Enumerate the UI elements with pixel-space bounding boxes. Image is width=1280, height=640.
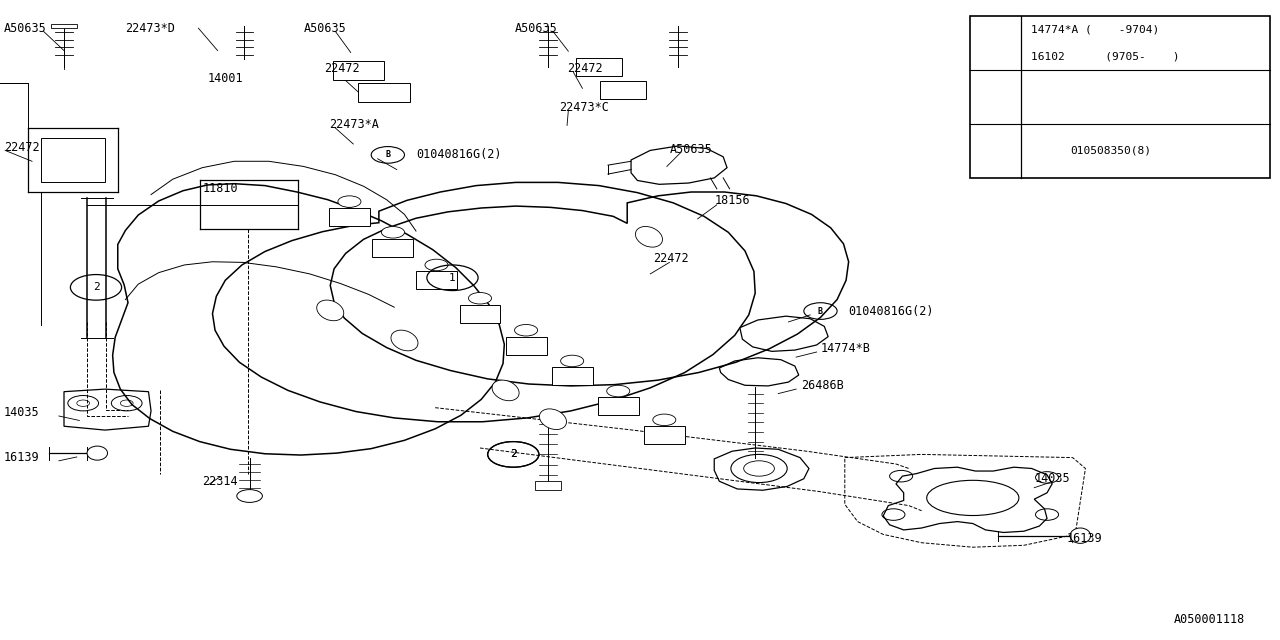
Text: 01040816G(2): 01040816G(2)	[416, 148, 502, 161]
Text: A50635: A50635	[669, 143, 712, 156]
Text: 22472: 22472	[653, 252, 689, 265]
Bar	[372, 239, 413, 257]
Bar	[506, 337, 547, 355]
Text: 010508350(8): 010508350(8)	[1070, 146, 1151, 156]
Circle shape	[425, 259, 448, 271]
Circle shape	[607, 385, 630, 397]
Text: 22473*C: 22473*C	[559, 101, 609, 114]
Text: 22472: 22472	[4, 141, 40, 154]
Text: 26486B: 26486B	[801, 379, 844, 392]
Text: 2: 2	[509, 449, 517, 460]
Circle shape	[237, 490, 262, 502]
Ellipse shape	[390, 330, 419, 351]
Ellipse shape	[1070, 528, 1091, 543]
Text: 01040816G(2): 01040816G(2)	[849, 305, 934, 317]
Text: 11810: 11810	[202, 182, 238, 195]
Text: 1: 1	[992, 38, 998, 48]
Text: B: B	[1042, 147, 1047, 156]
Ellipse shape	[87, 446, 108, 460]
Text: B: B	[385, 150, 390, 159]
Circle shape	[653, 414, 676, 426]
Ellipse shape	[492, 380, 520, 401]
Circle shape	[515, 324, 538, 336]
Ellipse shape	[316, 300, 344, 321]
Bar	[51, 24, 77, 28]
Text: 18156: 18156	[714, 195, 750, 207]
Text: 2: 2	[992, 146, 998, 156]
Text: 14774*B: 14774*B	[820, 342, 870, 355]
Text: 22473*A: 22473*A	[329, 118, 379, 131]
Text: 22472: 22472	[324, 62, 360, 75]
Text: 22314: 22314	[202, 475, 238, 488]
Text: 22473*D: 22473*D	[125, 22, 175, 35]
Text: A050001118: A050001118	[1174, 613, 1245, 626]
Circle shape	[381, 227, 404, 238]
Text: A50635: A50635	[303, 22, 346, 35]
Ellipse shape	[539, 409, 567, 429]
Bar	[598, 397, 639, 415]
Ellipse shape	[635, 227, 663, 247]
Bar	[416, 271, 457, 289]
Bar	[552, 367, 593, 385]
Text: A50635: A50635	[515, 22, 557, 35]
Text: 14001: 14001	[207, 72, 243, 84]
Bar	[329, 208, 370, 226]
Text: 1: 1	[449, 273, 456, 283]
FancyBboxPatch shape	[41, 138, 105, 182]
Text: 16139: 16139	[4, 451, 40, 464]
FancyBboxPatch shape	[600, 81, 646, 99]
Text: B: B	[818, 307, 823, 316]
Text: 14035: 14035	[1034, 472, 1070, 485]
Text: 2: 2	[509, 449, 517, 460]
Text: A50635: A50635	[4, 22, 46, 35]
Bar	[460, 305, 500, 323]
Text: 14774*A (    -9704): 14774*A ( -9704)	[1032, 24, 1160, 35]
Text: 22472: 22472	[567, 62, 603, 75]
FancyBboxPatch shape	[358, 83, 410, 102]
FancyBboxPatch shape	[333, 61, 384, 80]
Circle shape	[468, 292, 492, 304]
Bar	[644, 426, 685, 444]
Circle shape	[561, 355, 584, 367]
FancyBboxPatch shape	[576, 58, 622, 76]
Text: 16102      (9705-    ): 16102 (9705- )	[1032, 51, 1180, 61]
Circle shape	[338, 196, 361, 207]
Bar	[970, 16, 1270, 178]
Text: 14035: 14035	[4, 406, 40, 419]
Text: 2: 2	[92, 282, 100, 292]
Bar	[535, 481, 561, 490]
Text: 16139: 16139	[1066, 532, 1102, 545]
